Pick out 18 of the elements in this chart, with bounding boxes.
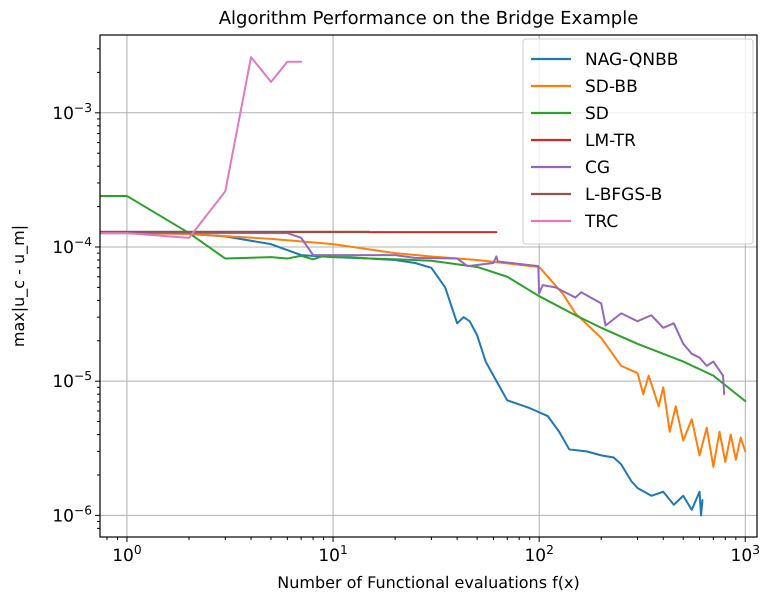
legend-label: SD	[585, 104, 609, 124]
y-axis-title: max|u_c - u_m|	[9, 224, 28, 348]
chart-title: Algorithm Performance on the Bridge Example	[218, 8, 638, 29]
x-tick-label: 10$^{1}$	[318, 543, 348, 566]
legend-label: TRC	[584, 212, 618, 232]
y-tick-label: 10$^{−5}$	[52, 369, 92, 392]
x-tick-label: 10$^{3}$	[730, 543, 760, 566]
y-tick-label: 10$^{−4}$	[52, 234, 92, 258]
legend-label: CG	[585, 158, 610, 178]
y-tick-label: 10$^{−3}$	[52, 100, 92, 124]
legend-label: SD-BB	[585, 77, 638, 97]
legend-label: L-BFGS-B	[585, 185, 662, 205]
legend-label: NAG-QNBB	[585, 50, 678, 70]
x-axis-title: Number of Functional evaluations f(x)	[277, 573, 580, 592]
legend-label: LM-TR	[585, 131, 636, 151]
x-tick-label: 10$^{0}$	[112, 543, 142, 566]
y-tick-label: 10$^{−6}$	[52, 503, 92, 526]
x-tick-label: 10$^{2}$	[524, 543, 554, 566]
